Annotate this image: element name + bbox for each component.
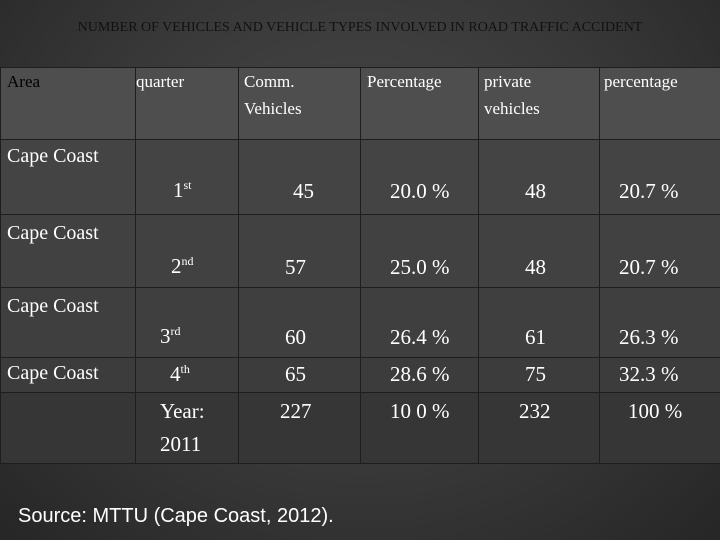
quarter-suffix: st	[183, 178, 192, 192]
header-comm-line2: Vehicles	[244, 99, 302, 118]
quarter-suffix: nd	[181, 254, 194, 268]
private-value: 48	[525, 255, 546, 279]
comm-cell: 45	[238, 139, 361, 215]
area-cell: Cape Coast	[0, 287, 136, 358]
comm-pct-cell: 28.6 %	[360, 357, 479, 393]
table-row: Cape Coast 2nd 57 25.0 % 48 20.7 %	[0, 214, 720, 288]
header-percentage: Percentage	[360, 67, 479, 140]
quarter-cell: 2nd	[135, 214, 239, 288]
total-private-value: 232	[519, 399, 551, 423]
quarter-number: 3	[160, 324, 171, 348]
comm-pct-cell: 20.0 %	[360, 139, 479, 215]
total-label-cell: Year: 2011	[135, 392, 239, 464]
comm-pct-value: 26.4 %	[390, 325, 450, 349]
area-label: Cape Coast	[7, 222, 99, 244]
private-pct-value: 26.3 %	[619, 325, 679, 349]
table-row: Cape Coast 1st 45 20.0 % 48 20.7 %	[0, 139, 720, 215]
quarter-value: 2nd	[171, 254, 194, 279]
quarter-suffix: th	[180, 362, 190, 376]
comm-pct-value: 28.6 %	[390, 362, 450, 386]
comm-cell: 57	[238, 214, 361, 288]
total-area-cell	[0, 392, 136, 464]
area-cell: Cape Coast	[0, 139, 136, 215]
comm-value: 65	[285, 362, 306, 386]
private-pct-cell: 20.7 %	[599, 214, 720, 288]
source-note: Source: MTTU (Cape Coast, 2012).	[18, 505, 334, 527]
private-cell: 61	[478, 287, 600, 358]
total-label-line1: Year:	[160, 399, 205, 423]
area-cell: Cape Coast	[0, 357, 136, 393]
quarter-suffix: rd	[170, 324, 181, 338]
table-title: NUMBER OF VEHICLES AND VEHICLE TYPES INV…	[77, 20, 643, 35]
private-pct-cell: 26.3 %	[599, 287, 720, 358]
private-value: 61	[525, 325, 546, 349]
total-private-cell: 232	[478, 392, 600, 464]
comm-cell: 65	[238, 357, 361, 393]
comm-value: 57	[285, 255, 306, 279]
private-value: 75	[525, 362, 546, 386]
private-pct-value: 32.3 %	[619, 362, 679, 386]
header-private: private vehicles	[478, 67, 600, 140]
table-row: Cape Coast 3rd 60 26.4 % 61 26.3 %	[0, 287, 720, 358]
header-private-line2: vehicles	[484, 99, 540, 118]
comm-pct-cell: 26.4 %	[360, 287, 479, 358]
accident-table: Area quarter Comm. Vehicles Percentage pr…	[0, 67, 720, 464]
private-cell: 48	[478, 139, 600, 215]
quarter-cell: 3rd	[135, 287, 239, 358]
total-comm-value: 227	[280, 399, 312, 423]
header-percentage2: percentage	[599, 67, 720, 140]
comm-value: 60	[285, 325, 306, 349]
area-label: Cape Coast	[7, 362, 99, 384]
comm-value: 45	[293, 179, 314, 203]
private-pct-cell: 20.7 %	[599, 139, 720, 215]
quarter-number: 4	[170, 362, 181, 386]
area-cell: Cape Coast	[0, 214, 136, 288]
quarter-value: 3rd	[160, 324, 181, 349]
private-pct-value: 20.7 %	[619, 179, 679, 203]
total-private-pct-cell: 100 %	[599, 392, 720, 464]
total-label-line2: 2011	[160, 432, 202, 456]
quarter-value: 4th	[170, 362, 190, 387]
header-comm-line1: Comm.	[244, 72, 295, 91]
comm-pct-cell: 25.0 %	[360, 214, 479, 288]
header-percentage2-label: percentage	[604, 72, 678, 91]
area-label: Cape Coast	[7, 145, 99, 167]
table-row: Cape Coast 4th 65 28.6 % 75 32.3 %	[0, 357, 720, 393]
quarter-cell: 4th	[135, 357, 239, 393]
private-value: 48	[525, 179, 546, 203]
header-row: Area quarter Comm. Vehicles Percentage pr…	[0, 67, 720, 140]
comm-pct-value: 25.0 %	[390, 255, 450, 279]
comm-pct-value: 20.0 %	[390, 179, 450, 203]
quarter-number: 2	[171, 254, 182, 278]
total-comm-cell: 227	[238, 392, 361, 464]
header-percentage-label: Percentage	[367, 72, 442, 91]
total-comm-pct-value: 10 0 %	[390, 399, 450, 423]
header-private-line1: private	[484, 72, 532, 91]
header-quarter: quarter	[135, 67, 239, 140]
quarter-value: 1st	[173, 178, 192, 203]
area-label: Cape Coast	[7, 295, 99, 317]
total-comm-pct-cell: 10 0 %	[360, 392, 479, 464]
private-pct-value: 20.7 %	[619, 255, 679, 279]
private-cell: 75	[478, 357, 600, 393]
quarter-cell: 1st	[135, 139, 239, 215]
total-private-pct-value: 100 %	[628, 399, 683, 423]
total-label: Year: 2011	[160, 395, 205, 461]
private-pct-cell: 32.3 %	[599, 357, 720, 393]
header-area-label: Area	[7, 72, 41, 91]
private-cell: 48	[478, 214, 600, 288]
header-area: Area	[0, 67, 136, 140]
quarter-number: 1	[173, 178, 184, 202]
header-comm: Comm. Vehicles	[238, 67, 361, 140]
header-quarter-label: quarter	[136, 72, 185, 91]
comm-cell: 60	[238, 287, 361, 358]
total-row: Year: 2011 227 10 0 % 232 100 %	[0, 392, 720, 464]
